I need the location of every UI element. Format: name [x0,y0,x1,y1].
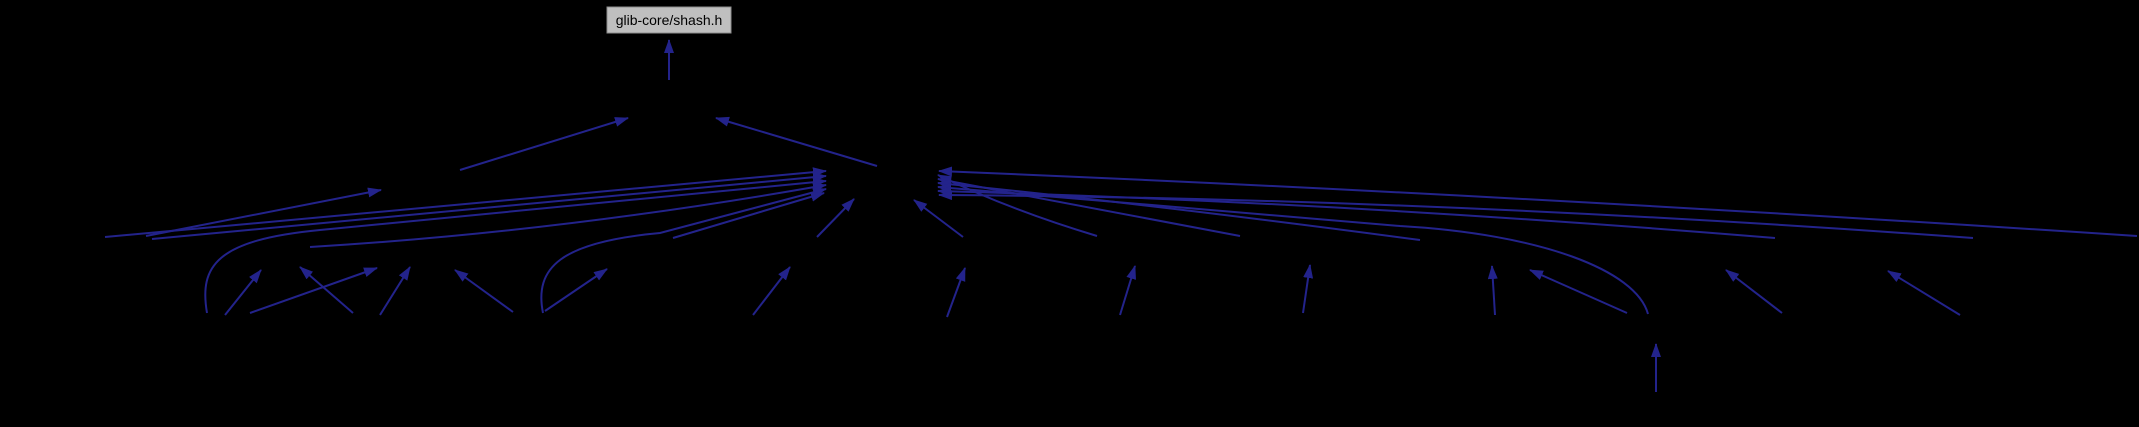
edge [1725,269,1783,314]
edge [1887,270,1961,316]
edge [715,116,878,167]
edge [249,267,378,314]
edge [1119,265,1136,316]
edge [752,266,791,316]
edge [309,182,827,248]
edge [946,267,966,318]
edge [1487,265,1498,316]
root-node-box[interactable] [606,6,732,34]
edge [913,199,964,238]
edge [299,266,354,314]
root-node-label: glib-core/shash.h [616,12,723,28]
edge [937,183,1649,315]
edge [937,179,1421,241]
edge [151,172,827,240]
edge [938,166,2138,237]
edge [104,167,827,238]
edge [454,269,514,313]
edge [224,269,262,316]
edge [540,187,827,314]
edge [672,191,825,239]
edge [459,117,629,171]
edge [937,186,1776,239]
edge [145,187,382,237]
edge [816,198,855,238]
edge [204,177,827,314]
root-node[interactable]: glib-core/shash.h [606,6,732,34]
edges-layer [104,39,2138,392]
edge [544,268,608,312]
edge [379,266,411,316]
edge [938,190,1974,239]
edge [1529,269,1628,314]
edge [1302,264,1314,314]
